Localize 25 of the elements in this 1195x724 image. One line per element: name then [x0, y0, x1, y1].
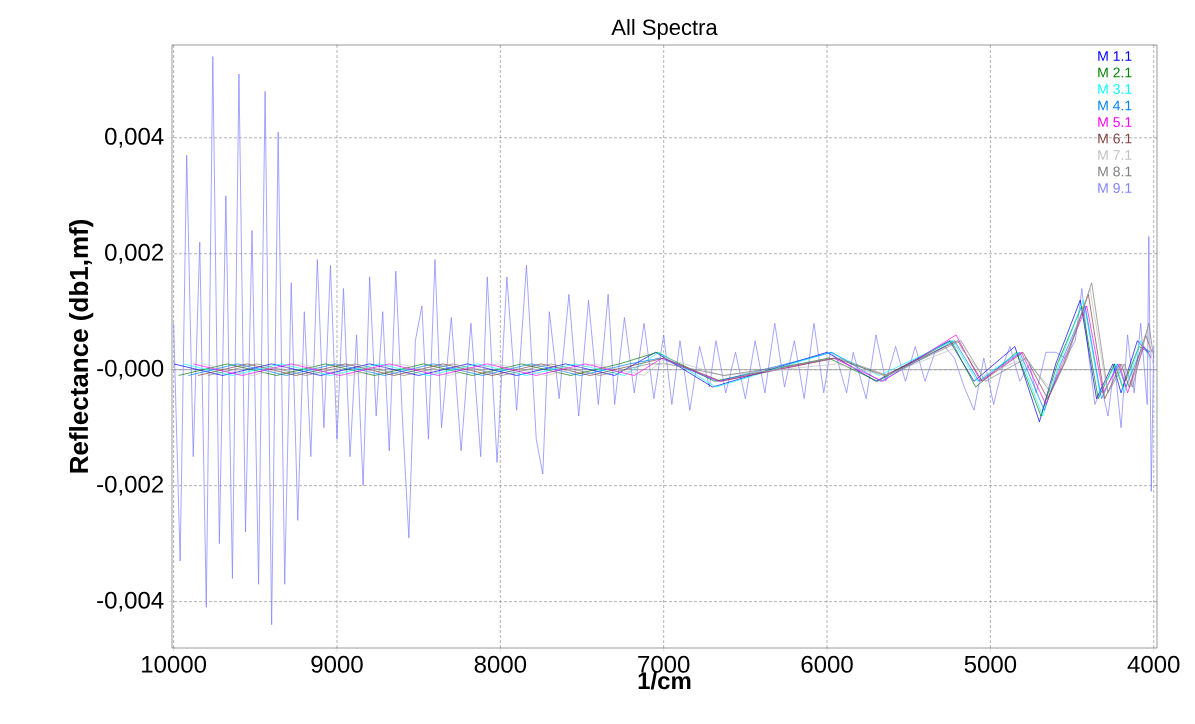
line-series — [197, 293, 1153, 400]
y-tick-label: 0,002 — [105, 243, 163, 264]
x-tick-label: 8000 — [474, 655, 527, 673]
y-axis-title: Reflectance (db1,mf) — [69, 219, 94, 473]
y-tick-label: -0,002 — [97, 475, 163, 496]
x-tick-label: 7000 — [638, 655, 690, 673]
text: M 3.1 — [1098, 84, 1132, 94]
text: M 2.1 — [1098, 67, 1132, 78]
text: M 9.1 — [1098, 183, 1132, 193]
chart-title: All Spectra — [611, 18, 718, 40]
x-tick-label: 10000 — [142, 655, 207, 673]
x-tick-label: 5000 — [964, 655, 1017, 673]
text: M 8.1 — [1098, 166, 1132, 177]
text: M 4.1 — [1098, 100, 1132, 111]
x-tick-label: 6000 — [801, 655, 853, 673]
y-tick-label: -0,004 — [97, 591, 164, 612]
text: M 1.1 — [1098, 51, 1132, 61]
x-tick-label: 4000 — [1127, 655, 1180, 673]
text: M 7.1 — [1098, 150, 1132, 160]
text: M 6.1 — [1098, 133, 1132, 144]
x-axis-title: 1/cm — [638, 671, 691, 690]
x-tick-label: 9000 — [311, 655, 363, 673]
y-tick-label: -0,000 — [97, 359, 164, 380]
y-tick-label: 0,004 — [105, 127, 164, 148]
text: M 5.1 — [1098, 117, 1132, 127]
